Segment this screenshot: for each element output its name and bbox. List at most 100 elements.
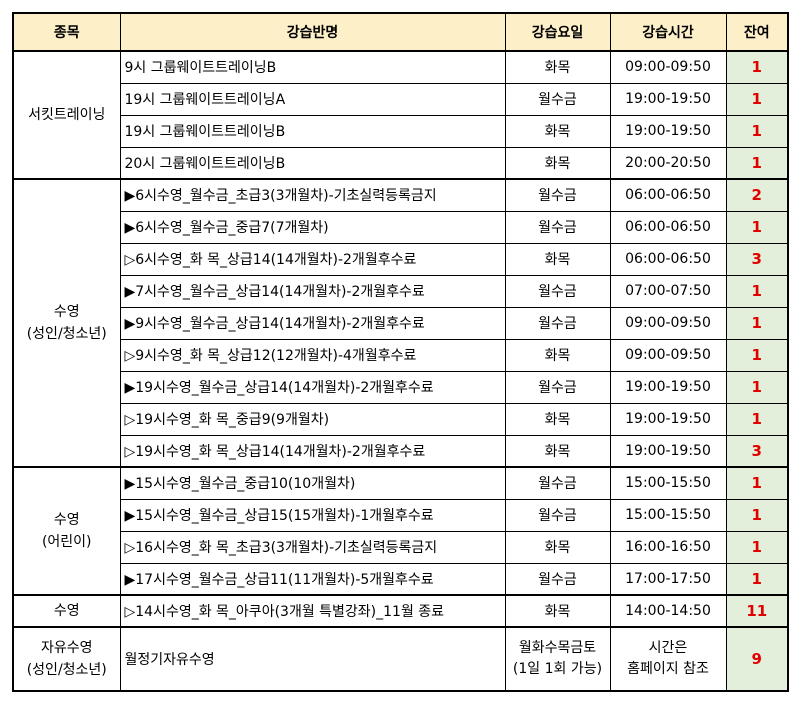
remaining-cell: 1: [725, 370, 789, 404]
table-row: ▶7시수영_월수금_상급14(14개월차)-2개월후수료 월수금 07:00-07:…: [13, 274, 789, 308]
time-cell: 15:00-15:50: [609, 466, 727, 500]
header-category: 종목: [12, 12, 121, 52]
days-cell: 화목: [504, 50, 611, 84]
days-cell: 화목: [504, 530, 611, 564]
table-row: ▶19시수영_월수금_상급14(14개월차)-2개월후수료 월수금 19:00-19…: [13, 370, 789, 404]
days-cell: 월화수목금토 (1일 1회 가능): [504, 626, 611, 692]
class-name-cell: ▶6시수영_월수금_중급7(7개월차): [119, 210, 506, 244]
days-cell: 화목: [504, 434, 611, 468]
remaining-cell: 1: [725, 50, 789, 84]
class-name-cell: 월정기자유수영: [119, 626, 506, 692]
table-row: ▶17시수영_월수금_상급11(11개월차)-5개월후수료 월수금 17:00-17…: [13, 562, 789, 596]
time-cell: 15:00-15:50: [609, 498, 727, 532]
class-name-cell: ▷19시수영_화 목_상급14(14개월차)-2개월후수료: [119, 434, 506, 468]
time-cell: 14:00-14:50: [609, 594, 727, 628]
remaining-cell: 1: [725, 210, 789, 244]
days-cell: 월수금: [504, 178, 611, 212]
time-line: 홈페이지 참조: [627, 661, 709, 677]
time-cell: 20:00-20:50: [609, 146, 727, 180]
time-cell: 19:00-19:50: [609, 82, 727, 116]
table-row: ▷19시수영_화 목_상급14(14개월차)-2개월후수료 화목 19:00-19:…: [13, 434, 789, 468]
table-row: ▷19시수영_화 목_중급9(9개월차) 화목 19:00-19:50 1: [13, 402, 789, 436]
category-cell: 수영 (성인/청소년): [12, 178, 121, 468]
remaining-cell: 2: [725, 178, 789, 212]
table-row: 수영 ▷14시수영_화 목_아쿠아(3개월 특별강좌)_11월 종료 화목 14:00…: [12, 594, 789, 628]
table-row: 수영 (성인/청소년) ▶6시수영_월수금_초급3(3개월차)-기초실력등록금지 월수…: [12, 178, 789, 468]
category-label: 수영: [53, 603, 80, 619]
remaining-cell: 1: [725, 562, 789, 596]
remaining-cell: 3: [725, 242, 789, 276]
class-name-cell: ▷14시수영_화 목_아쿠아(3개월 특별강좌)_11월 종료: [119, 594, 506, 628]
days-cell: 화목: [504, 242, 611, 276]
class-name-cell: ▷6시수영_화 목_상급14(14개월차)-2개월후수료: [119, 242, 506, 276]
category-label: 서킷트레이닝: [28, 107, 106, 123]
category-label: (성인/청소년): [26, 662, 107, 678]
remaining-cell: 1: [725, 402, 789, 436]
table-row: ▶15시수영_월수금_상급15(15개월차)-1개월후수료 월수금 15:00-15…: [13, 498, 789, 532]
remaining-cell: 1: [725, 114, 789, 148]
remaining-cell: 1: [725, 306, 789, 340]
category-label: 자유수영: [40, 640, 93, 656]
header-days: 강습요일: [504, 12, 611, 52]
category-label: 수영: [53, 512, 80, 528]
table-row: 19시 그룹웨이트트레이닝A 월수금 19:00-19:50 1: [13, 82, 789, 116]
category-label: (어린이): [41, 534, 92, 550]
time-cell: 09:00-09:50: [609, 306, 727, 340]
header-row: 종목 강습반명 강습요일 강습시간 잔여: [12, 12, 789, 52]
table-row: ▷9시수영_화 목_상급12(12개월차)-4개월후수료 화목 09:00-09:5…: [13, 338, 789, 372]
remaining-cell: 1: [725, 82, 789, 116]
category-label: (성인/청소년): [26, 326, 107, 342]
remaining-cell: 1: [725, 146, 789, 180]
days-cell: 월수금: [504, 498, 611, 532]
time-cell: 06:00-06:50: [609, 178, 727, 212]
category-label: 수영: [53, 304, 80, 320]
table-row: ▷6시수영_화 목_상급14(14개월차)-2개월후수료 화목 06:00-06:5…: [13, 242, 789, 276]
class-name-cell: ▷19시수영_화 목_중급9(9개월차): [119, 402, 506, 436]
class-name-cell: 9시 그룹웨이트트레이닝B: [119, 50, 506, 84]
days-cell: 월수금: [504, 306, 611, 340]
time-cell: 19:00-19:50: [609, 114, 727, 148]
class-schedule-table: 종목 강습반명 강습요일 강습시간 잔여 서킷트레이닝 9시 그룹웨이트트레이닝B…: [12, 12, 789, 692]
remaining-cell: 1: [725, 498, 789, 532]
days-cell: 화목: [504, 594, 611, 628]
remaining-cell: 1: [725, 530, 789, 564]
remaining-cell: 1: [725, 338, 789, 372]
remaining-cell: 3: [725, 434, 789, 468]
time-cell: 09:00-09:50: [609, 50, 727, 84]
days-cell: 화목: [504, 402, 611, 436]
days-cell: 월수금: [504, 274, 611, 308]
class-name-cell: 20시 그룹웨이트트레이닝B: [119, 146, 506, 180]
time-line: 시간은: [648, 640, 688, 656]
class-name-cell: ▶7시수영_월수금_상급14(14개월차)-2개월후수료: [119, 274, 506, 308]
remaining-cell: 11: [725, 594, 789, 628]
remaining-cell: 1: [725, 274, 789, 308]
class-name-cell: ▶19시수영_월수금_상급14(14개월차)-2개월후수료: [119, 370, 506, 404]
header-class-name: 강습반명: [119, 12, 506, 52]
class-name-cell: ▶9시수영_월수금_상급14(14개월차)-2개월후수료: [119, 306, 506, 340]
time-cell: 07:00-07:50: [609, 274, 727, 308]
time-cell: 06:00-06:50: [609, 210, 727, 244]
table-row: 19시 그룹웨이트트레이닝B 화목 19:00-19:50 1: [13, 114, 789, 148]
table-row: ▶9시수영_월수금_상급14(14개월차)-2개월후수료 월수금 09:00-09:…: [13, 306, 789, 340]
class-name-cell: ▶17시수영_월수금_상급11(11개월차)-5개월후수료: [119, 562, 506, 596]
days-cell: 화목: [504, 114, 611, 148]
class-name-cell: ▶6시수영_월수금_초급3(3개월차)-기초실력등록금지: [119, 178, 506, 212]
header-time: 강습시간: [609, 12, 727, 52]
class-name-cell: ▶15시수영_월수금_상급15(15개월차)-1개월후수료: [119, 498, 506, 532]
days-cell: 월수금: [504, 210, 611, 244]
remaining-cell: 9: [725, 626, 789, 692]
days-line: 월화수목금토: [518, 640, 597, 656]
table-body: 서킷트레이닝 9시 그룹웨이트트레이닝B 화목 09:00-09:50 1 19시 그룹웨…: [12, 50, 789, 692]
class-name-cell: ▷16시수영_화 목_초급3(3개월차)-기초실력등록금지: [119, 530, 506, 564]
time-cell: 17:00-17:50: [609, 562, 727, 596]
class-name-cell: ▶15시수영_월수금_중급10(10개월차): [119, 466, 506, 500]
days-cell: 월수금: [504, 82, 611, 116]
table-row: ▷16시수영_화 목_초급3(3개월차)-기초실력등록금지 화목 16:00-16:…: [13, 530, 789, 564]
table-row: 수영 (어린이) ▶15시수영_월수금_중급10(10개월차) 월수금 15:00-15…: [12, 466, 789, 596]
category-cell: 수영 (어린이): [12, 466, 121, 596]
days-cell: 화목: [504, 338, 611, 372]
table-row: ▶6시수영_월수금_중급7(7개월차) 월수금 06:00-06:50 1: [13, 210, 789, 244]
header-remaining: 잔여: [725, 12, 789, 52]
category-cell: 자유수영 (성인/청소년): [12, 626, 121, 692]
